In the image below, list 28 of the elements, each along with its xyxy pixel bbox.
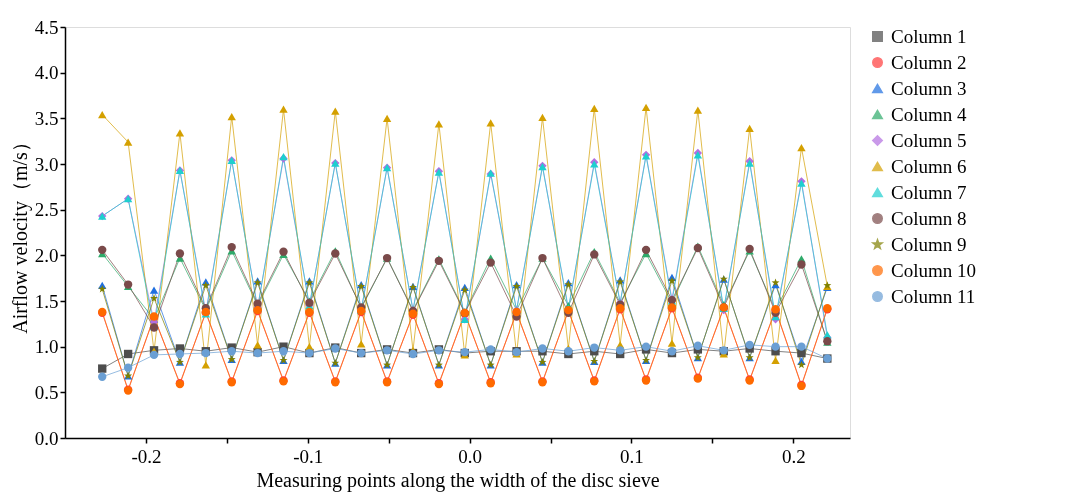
legend-label: Column 10 <box>891 259 976 281</box>
legend-label: Column 3 <box>891 77 967 99</box>
y-tick-label: 1.0 <box>34 336 59 358</box>
legend-label: Column 1 <box>891 25 967 47</box>
y-tick-label: 2.5 <box>34 199 59 221</box>
y-tick-label: 0.0 <box>34 427 59 449</box>
y-tick-label: 4.0 <box>34 62 59 84</box>
legend-label: Column 6 <box>891 155 967 177</box>
y-tick-label: 4.5 <box>34 16 59 38</box>
legend-label: Column 9 <box>891 233 967 255</box>
x-tick-label: 0.2 <box>781 445 806 467</box>
x-tick-label: -0.1 <box>293 445 324 467</box>
x-axis-title: Measuring points along the width of the disc sieve <box>256 468 660 492</box>
legend-label: Column 11 <box>891 285 976 307</box>
y-tick-label: 0.5 <box>34 381 59 403</box>
y-tick-label: 3.0 <box>34 153 59 175</box>
x-tick-label: -0.2 <box>131 445 162 467</box>
legend-label: Column 7 <box>891 181 967 203</box>
x-tick-label: 0.0 <box>458 445 483 467</box>
legend-label: Column 2 <box>891 51 967 73</box>
legend-label: Column 8 <box>891 207 967 229</box>
y-tick-label: 3.5 <box>34 107 59 129</box>
legend-label: Column 4 <box>891 103 967 125</box>
legend-label: Column 5 <box>891 129 967 151</box>
y-tick-label: 2.0 <box>34 244 59 266</box>
y-tick-label: 1.5 <box>34 290 59 312</box>
y-axis-title: Airflow velocity（m/s） <box>8 132 32 334</box>
x-tick-label: 0.1 <box>620 445 644 467</box>
